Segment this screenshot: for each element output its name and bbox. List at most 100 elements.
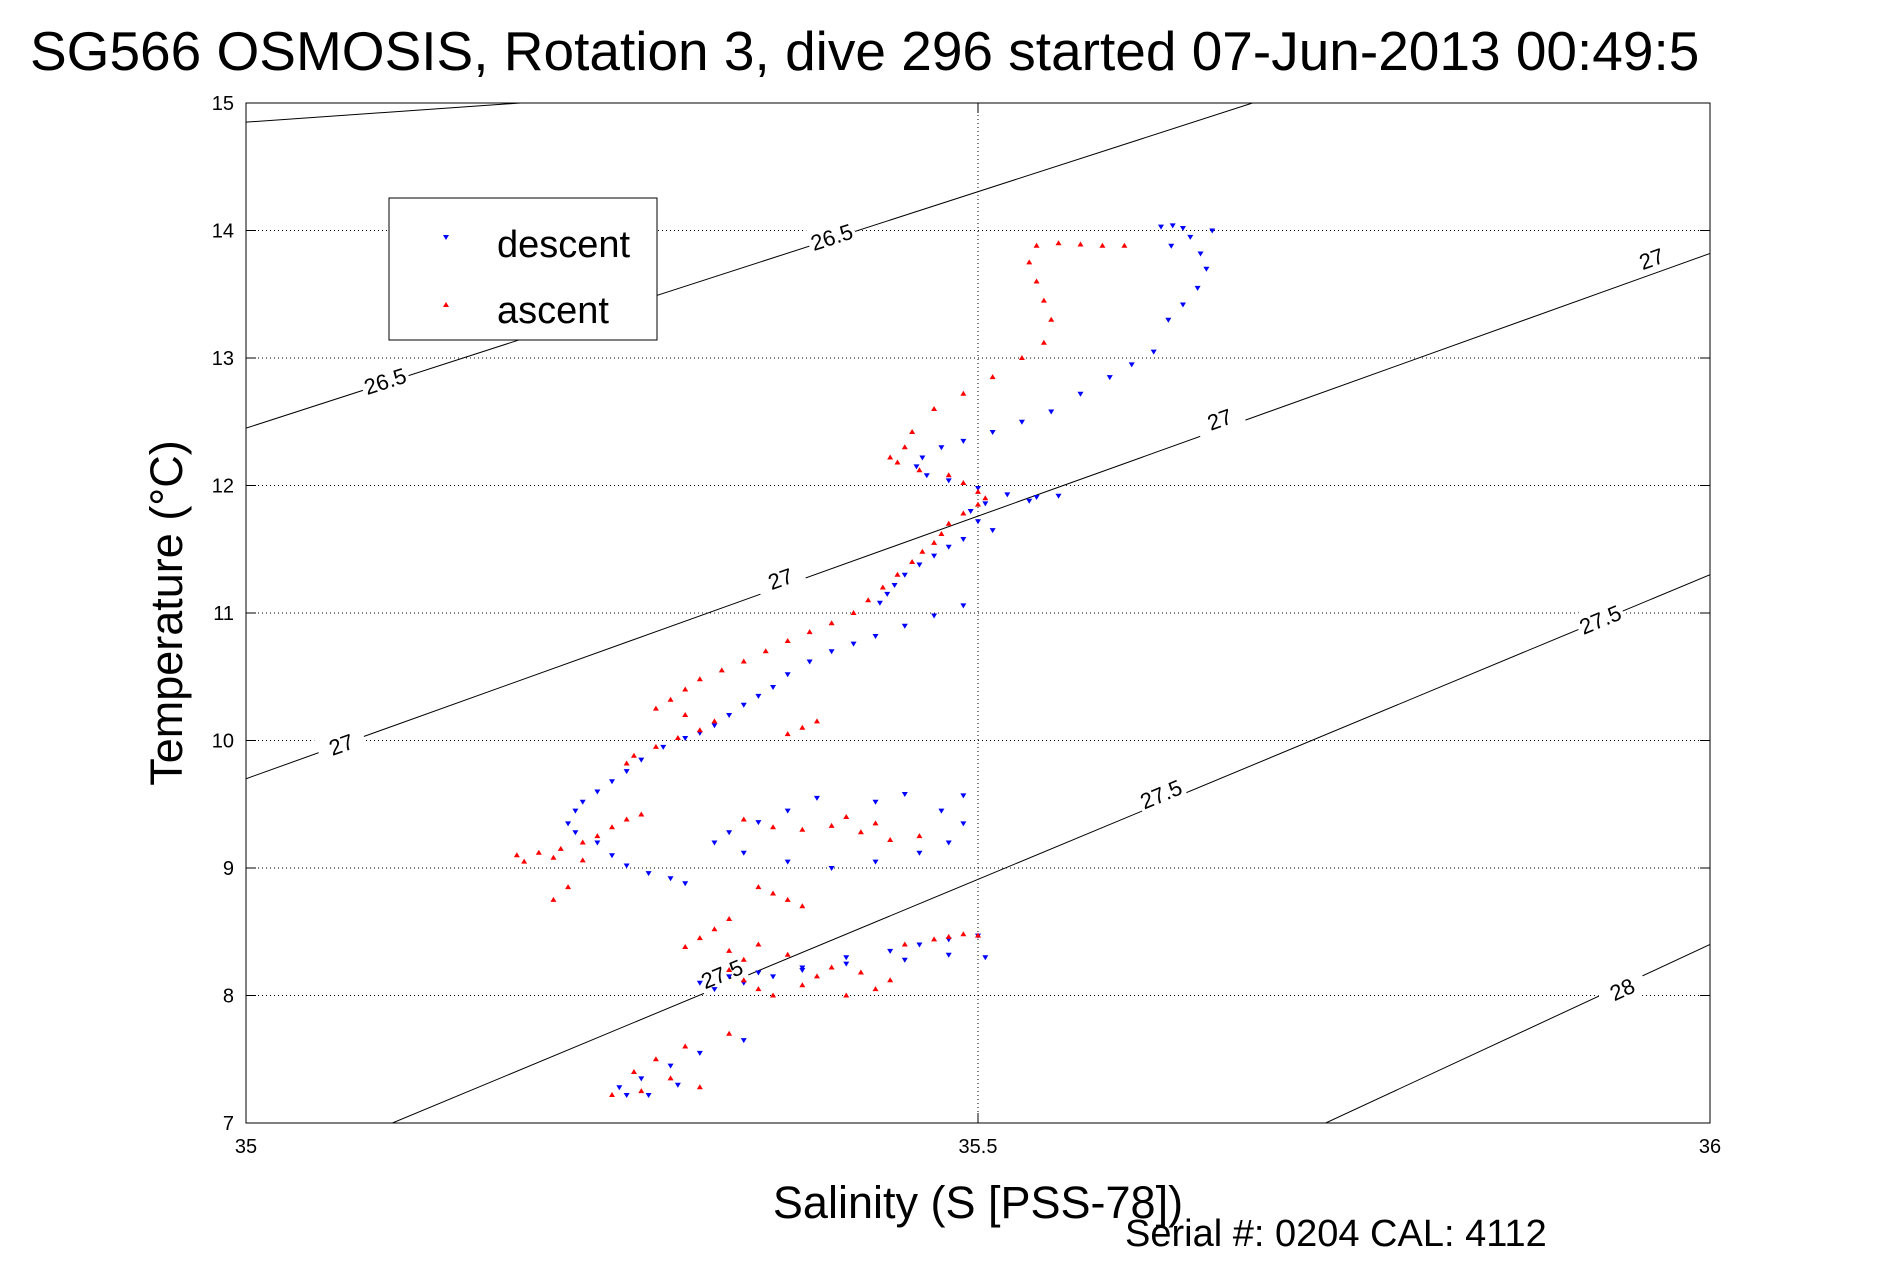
legend-descent-marker <box>443 235 449 240</box>
ascent-point <box>989 374 996 380</box>
ascent-point <box>726 947 733 953</box>
descent-point <box>682 881 689 887</box>
ascent-point <box>1040 339 1047 345</box>
ascent-point <box>667 696 674 702</box>
x-tick-label: 36 <box>1699 1136 1721 1158</box>
descent-point <box>975 486 981 492</box>
ascent-point <box>630 752 637 758</box>
descent-point <box>1158 224 1164 230</box>
legend-ascent-label: ascent <box>497 290 609 332</box>
descent-point <box>784 808 791 814</box>
scatter-points <box>513 223 1216 1098</box>
ascent-point <box>799 826 806 832</box>
descent-point <box>901 792 908 798</box>
descent-point <box>755 970 762 976</box>
descent-point <box>1187 234 1194 240</box>
ascent-point <box>579 839 586 845</box>
descent-point <box>726 974 733 980</box>
descent-point <box>1203 266 1210 272</box>
ascent-point <box>770 824 777 830</box>
ascent-point <box>931 539 938 545</box>
ascent-point <box>718 667 725 673</box>
ascent-point <box>938 530 945 536</box>
ascent-point <box>1048 316 1055 322</box>
ascent-point <box>982 495 989 501</box>
contour-label-bg <box>1594 966 1650 1012</box>
ascent-point <box>960 479 967 485</box>
ascent-point <box>799 724 806 730</box>
ascent-point <box>770 890 777 896</box>
ascent-point <box>1033 242 1040 248</box>
ascent-point <box>696 727 703 733</box>
ascent-point <box>740 658 747 664</box>
descent-point <box>1209 228 1216 234</box>
ascent-point <box>682 712 689 717</box>
descent-point <box>828 649 835 655</box>
ascent-point <box>1026 259 1033 265</box>
y-axis-label: Temperature (°C) <box>141 440 192 786</box>
ascent-point <box>806 629 813 635</box>
descent-point <box>799 968 806 973</box>
descent-point <box>843 961 850 967</box>
descent-point <box>572 808 579 814</box>
ascent-point <box>960 931 967 937</box>
descent-point <box>755 693 762 699</box>
ascent-series <box>513 240 1128 1097</box>
descent-point <box>891 582 898 588</box>
descent-point <box>989 429 996 435</box>
ascent-point <box>1077 241 1084 247</box>
descent-point <box>623 863 630 869</box>
descent-point <box>572 830 579 836</box>
ascent-point <box>828 620 835 626</box>
ascent-point <box>623 760 630 766</box>
legend-ascent-marker <box>443 302 449 307</box>
descent-point <box>923 473 930 479</box>
density-contour-26-5 <box>246 103 1253 429</box>
descent-point <box>740 702 747 708</box>
ascent-point <box>609 1091 615 1097</box>
descent-point <box>1197 251 1204 257</box>
descent-point <box>696 980 703 986</box>
contour-label-bg <box>1624 237 1679 280</box>
ascent-point <box>652 1056 659 1062</box>
ascent-point <box>872 986 879 992</box>
descent-point <box>884 591 891 597</box>
ascent-point <box>682 944 689 950</box>
contour-label-bg <box>1192 397 1247 441</box>
ascent-point <box>945 520 952 526</box>
descent-point <box>913 464 920 470</box>
descent-point <box>740 1038 747 1044</box>
ascent-point <box>975 932 981 938</box>
ascent-point <box>919 548 926 554</box>
ascent-point <box>828 964 835 970</box>
ascent-point <box>813 718 820 724</box>
ascent-point <box>1099 242 1106 248</box>
descent-point <box>960 438 967 444</box>
descent-point <box>967 509 974 514</box>
descent-point <box>784 859 791 865</box>
descent-point <box>667 1063 674 1069</box>
y-tick-label: 9 <box>223 858 234 880</box>
descent-point <box>989 528 996 534</box>
ascent-point <box>755 941 762 947</box>
ascent-point <box>726 916 733 921</box>
ascent-point <box>813 973 820 979</box>
descent-point <box>1106 375 1113 381</box>
ascent-point <box>975 501 981 507</box>
descent-point <box>806 659 813 665</box>
ascent-point <box>674 734 681 740</box>
ascent-point <box>843 814 850 819</box>
descent-point <box>726 830 733 836</box>
descent-point <box>1033 494 1040 500</box>
ascent-point <box>894 459 901 465</box>
ascent-point <box>726 967 733 972</box>
descent-point <box>616 1085 623 1091</box>
density-contour-26-5 <box>246 103 521 123</box>
descent-point <box>872 633 879 639</box>
ascent-point <box>960 510 967 516</box>
ascent-point <box>667 1075 674 1081</box>
y-tick-label: 14 <box>212 221 234 243</box>
ascent-point <box>799 903 806 909</box>
descent-point <box>1194 285 1201 291</box>
descent-point <box>1026 498 1033 504</box>
